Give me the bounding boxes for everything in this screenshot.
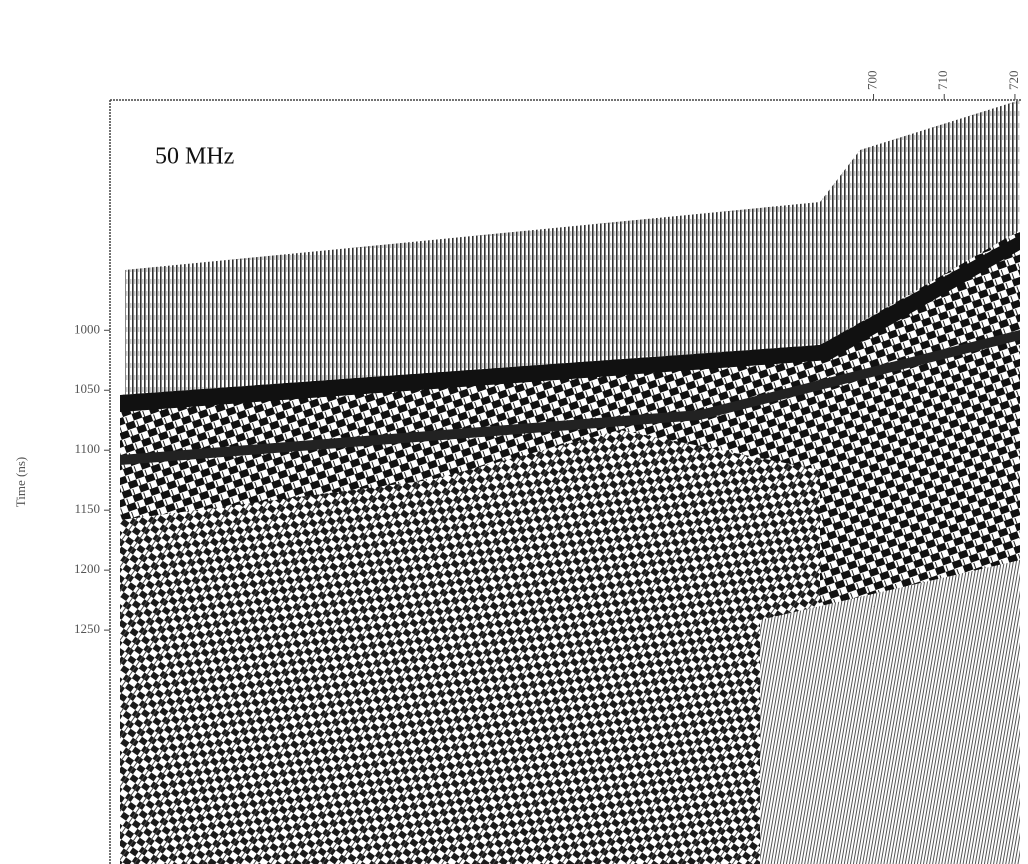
x-tick-label: 710 [935,71,950,91]
y-tick-label: 1000 [74,321,100,336]
radargram-image [120,100,1020,864]
x-tick-label: 700 [865,71,880,91]
frequency-label: 50 MHz [155,144,234,170]
x-tick-label: 720 [1006,71,1021,91]
y-tick-label: 1100 [74,441,100,456]
y-tick-label: 1050 [74,381,100,396]
y-tick-label: 1200 [74,561,100,576]
y-tick-label: 1250 [74,621,100,636]
y-axis-label: Time (ns) [13,457,28,507]
y-tick-label: 1150 [74,501,100,516]
figure: 50 MHz Time (ns) 700 710 720 1000 1050 1100 11… [0,0,1028,864]
